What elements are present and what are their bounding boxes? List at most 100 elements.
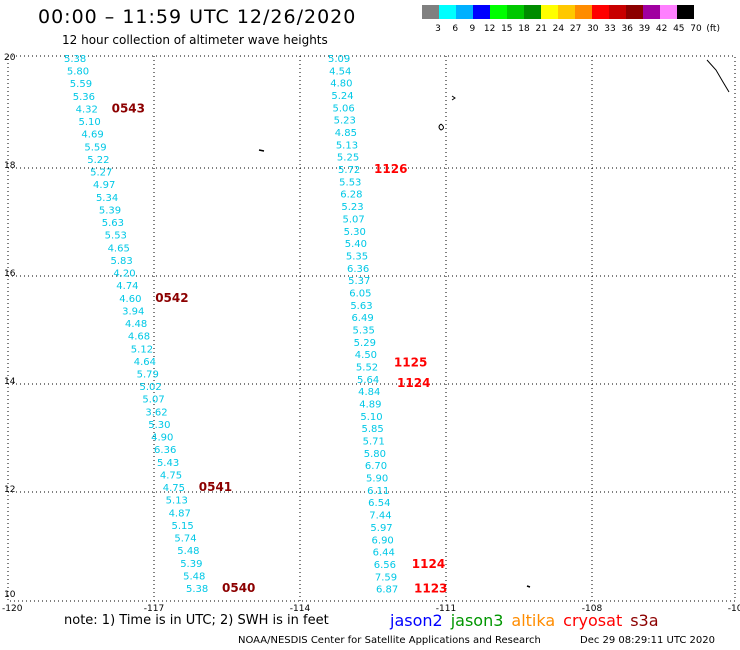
swh-value: 5.10 [79,117,101,128]
swh-value: 5.30 [148,420,170,431]
pass-time-label: 1123 [414,582,447,596]
color-scale-label: 39 [639,24,651,34]
swh-value: 5.72 [338,165,360,176]
swh-value: 5.35 [353,325,375,336]
swh-value: 4.90 [151,433,173,444]
color-swatch [456,5,473,19]
swh-value: 4.50 [355,350,377,361]
page-subtitle: 12 hour collection of altimeter wave hei… [62,33,328,47]
longitude-tick-label: -114 [290,604,311,614]
swh-value: 6.44 [373,548,395,559]
swh-value: 5.79 [137,370,159,381]
latitude-tick-label: 20 [4,53,16,63]
swh-value: 6.36 [347,264,369,275]
footer-credit: NOAA/NESDIS Center for Satellite Applica… [238,635,541,646]
swh-value: 5.59 [84,142,106,153]
color-scale-label: 12 [484,24,495,34]
swh-value: 6.11 [367,486,389,497]
swh-value: 5.15 [171,521,193,532]
island [258,149,265,152]
latitude-tick-label: 14 [4,377,16,387]
color-swatch [490,5,507,19]
longitude-tick-label: -120 [2,604,23,614]
swh-value: 5.90 [366,474,388,485]
color-swatch [524,5,541,19]
coastline-segment [706,59,730,93]
color-scale-label: (ft) [706,24,720,34]
longitude-tick-label: -117 [144,604,164,614]
swh-value: 4.84 [358,387,380,398]
swh-value: 5.29 [354,338,376,349]
axis-labels: -120 -117 -114 -111 -108 -105 20 18 16 14 12 10 [2,53,740,614]
swh-value: 4.68 [128,332,150,343]
swh-value: 5.38 [64,54,86,65]
swh-value: 4.89 [359,400,381,411]
swh-value: 5.74 [174,534,196,545]
swh-value: 5.35 [346,251,368,262]
color-scale-label: 70 [690,24,702,34]
swh-value: 5.13 [166,496,188,507]
swh-value: 4.54 [329,66,351,77]
page-title: 00:00 – 11:59 UTC 12/26/2020 [38,6,357,28]
satellite-legend-item: altika [511,611,556,630]
swh-value: 4.85 [335,128,357,139]
swh-value: 4.75 [163,483,185,494]
swh-value: 5.36 [73,92,95,103]
swh-value: 3.94 [122,306,144,317]
color-scale-label: 21 [535,24,546,34]
color-swatch [643,5,660,19]
swh-value: 6.54 [368,498,390,509]
latitude-tick-label: 18 [4,161,16,171]
color-scale-label: 45 [673,24,684,34]
color-scale-label: 27 [570,24,581,34]
swh-value: 6.05 [349,288,371,299]
swh-value: 5.63 [350,301,372,312]
swh-value: 6.90 [372,535,394,546]
color-swatch [626,5,643,19]
swh-value: 5.48 [183,571,205,582]
color-swatch [592,5,609,19]
latitude-tick-label: 12 [4,485,15,495]
pass-time-label: 1125 [394,356,427,370]
swh-value: 5.27 [90,168,112,179]
swh-value: 5.38 [186,584,208,595]
color-scale-label: 42 [656,24,667,34]
swh-value: 5.07 [142,395,164,406]
swh-value: 4.80 [330,79,352,90]
latitude-tick-label: 16 [4,269,16,279]
color-swatch [558,5,575,19]
swh-value: 5.10 [360,412,382,423]
swh-value: 5.13 [336,140,358,151]
swh-value: 5.06 [332,103,354,114]
swh-value: 5.48 [177,546,199,557]
swh-value: 4.87 [169,508,191,519]
pass-time-label: 0541 [199,480,232,494]
color-scale-label: 33 [604,24,615,34]
satellite-legend-item: cryosat [563,611,623,630]
swh-value: 5.25 [337,153,359,164]
swh-value: 4.74 [116,281,138,292]
swh-value: 5.97 [370,523,392,534]
swh-value: 5.37 [348,276,370,287]
swh-value: 5.23 [334,116,356,127]
swh-value: 5.07 [343,214,365,225]
swh-value: 6.56 [374,560,396,571]
pass-time-label: 0543 [112,101,145,115]
color-swatch [575,5,592,19]
swh-value: 5.43 [157,458,179,469]
map-grid [7,55,736,602]
swh-value: 5.23 [341,202,363,213]
swh-value: 7.59 [375,572,397,583]
swh-value: 4.64 [134,357,156,368]
longitude-tick-label: -105 [728,604,740,614]
swh-value: 4.32 [76,104,98,115]
satellite-legend: jason2 jason3 altika cryosat s3a [390,611,667,630]
color-scale-label: 9 [470,24,476,34]
color-scale-label: 30 [587,24,599,34]
swh-value: 5.34 [96,193,118,204]
swh-value: 5.85 [361,424,383,435]
swh-value: 6.70 [365,461,387,472]
swh-value: 3.62 [145,407,167,418]
swh-value: 7.44 [369,511,391,522]
